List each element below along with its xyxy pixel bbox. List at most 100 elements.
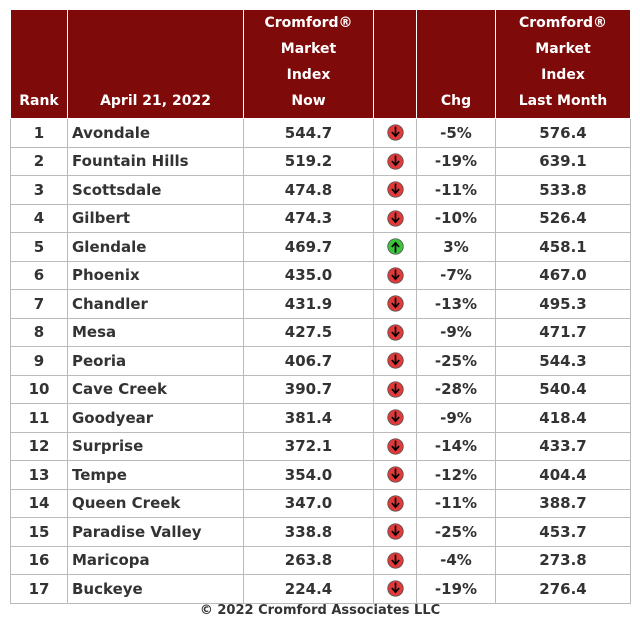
trend-icon: [386, 210, 404, 227]
index-last-month-cell: 639.1: [495, 146, 631, 176]
icon-cell: [373, 118, 417, 148]
trend-icon: [386, 409, 404, 426]
trend-icon: [386, 381, 404, 398]
header-line: Last Month: [518, 93, 608, 109]
change-cell: -9%: [416, 317, 496, 347]
change-cell: -11%: [416, 488, 496, 518]
icon-cell: [373, 517, 417, 547]
index-last-month-cell: 418.4: [495, 403, 631, 433]
index-now-cell: 224.4: [243, 574, 374, 604]
table-row: 13 Tempe 354.0 -12% 404.4: [10, 460, 631, 490]
trend-icon: [386, 324, 404, 341]
table-row: 10 Cave Creek 390.7 -28% 540.4: [10, 374, 631, 404]
change-cell: -7%: [416, 260, 496, 290]
index-last-month-cell: 576.4: [495, 118, 631, 148]
index-last-month-cell: 471.7: [495, 317, 631, 347]
table-row: 17 Buckeye 224.4 -19% 276.4: [10, 574, 631, 604]
icon-cell: [373, 431, 417, 461]
index-now-cell: 263.8: [243, 545, 374, 575]
rank-cell: 8: [10, 317, 68, 347]
icon-cell: [373, 574, 417, 604]
trend-icon: [386, 181, 404, 198]
icon-cell: [373, 146, 417, 176]
index-now-cell: 406.7: [243, 346, 374, 376]
change-cell: 3%: [416, 232, 496, 262]
header-line: April 21, 2022: [100, 93, 211, 109]
trend-icon: [386, 438, 404, 455]
table-row: 3 Scottsdale 474.8 -11% 533.8: [10, 175, 631, 205]
table-row: 16 Maricopa 263.8 -4% 273.8: [10, 545, 631, 575]
city-cell: Goodyear: [67, 403, 244, 433]
rank-cell: 11: [10, 403, 68, 433]
header-row: Rank April 21, 2022 Cromford® Market Index No…: [10, 10, 631, 119]
index-last-month-cell: 453.7: [495, 517, 631, 547]
trend-icon: [386, 466, 404, 483]
index-now-cell: 474.8: [243, 175, 374, 205]
city-cell: Fountain Hills: [67, 146, 244, 176]
index-now-cell: 431.9: [243, 289, 374, 319]
table-row: 8 Mesa 427.5 -9% 471.7: [10, 317, 631, 347]
rank-cell: 1: [10, 118, 68, 148]
header-cell: Cromford® Market Index Last Month: [495, 10, 631, 119]
table-row: 9 Peoria 406.7 -25% 544.3: [10, 346, 631, 376]
header-line: Cromford®: [264, 15, 353, 31]
rank-cell: 3: [10, 175, 68, 205]
index-now-cell: 354.0: [243, 460, 374, 490]
trend-icon: [386, 267, 404, 284]
icon-cell: [373, 488, 417, 518]
trend-icon: [386, 523, 404, 540]
index-now-cell: 381.4: [243, 403, 374, 433]
table-body: 1 Avondale 544.7 -5% 576.4 2 Fountain Hills 519…: [10, 118, 631, 604]
header-cell: Chg: [416, 10, 496, 119]
change-cell: -11%: [416, 175, 496, 205]
index-last-month-cell: 495.3: [495, 289, 631, 319]
header-cell: April 21, 2022: [67, 10, 244, 119]
rank-cell: 5: [10, 232, 68, 262]
index-now-cell: 347.0: [243, 488, 374, 518]
trend-icon: [386, 295, 404, 312]
rank-cell: 9: [10, 346, 68, 376]
city-cell: Scottsdale: [67, 175, 244, 205]
table-row: 4 Gilbert 474.3 -10% 526.4: [10, 203, 631, 233]
city-cell: Cave Creek: [67, 374, 244, 404]
index-last-month-cell: 404.4: [495, 460, 631, 490]
index-last-month-cell: 458.1: [495, 232, 631, 262]
footer: © 2022 Cromford Associates LLC: [199, 603, 441, 618]
icon-cell: [373, 289, 417, 319]
trend-icon: [386, 238, 404, 255]
icon-cell: [373, 175, 417, 205]
change-cell: -9%: [416, 403, 496, 433]
table-row: 12 Surprise 372.1 -14% 433.7: [10, 431, 631, 461]
header-line: Market: [535, 41, 591, 57]
trend-icon: [386, 352, 404, 369]
city-cell: Peoria: [67, 346, 244, 376]
rank-cell: 17: [10, 574, 68, 604]
index-now-cell: 469.7: [243, 232, 374, 262]
icon-cell: [373, 374, 417, 404]
index-now-cell: 338.8: [243, 517, 374, 547]
index-now-cell: 435.0: [243, 260, 374, 290]
index-last-month-cell: 533.8: [495, 175, 631, 205]
header-line: Now: [291, 93, 326, 109]
rank-cell: 13: [10, 460, 68, 490]
index-now-cell: 544.7: [243, 118, 374, 148]
table-row: 15 Paradise Valley 338.8 -25% 453.7: [10, 517, 631, 547]
city-cell: Queen Creek: [67, 488, 244, 518]
rank-cell: 7: [10, 289, 68, 319]
change-cell: -14%: [416, 431, 496, 461]
change-cell: -25%: [416, 346, 496, 376]
icon-cell: [373, 203, 417, 233]
city-cell: Tempe: [67, 460, 244, 490]
table-row: 6 Phoenix 435.0 -7% 467.0: [10, 260, 631, 290]
table-row: 14 Queen Creek 347.0 -11% 388.7: [10, 488, 631, 518]
market-table: Rank April 21, 2022 Cromford® Market Index No…: [10, 10, 631, 604]
index-last-month-cell: 467.0: [495, 260, 631, 290]
index-last-month-cell: 273.8: [495, 545, 631, 575]
header-line: Chg: [440, 93, 472, 109]
header-line: Index: [286, 67, 331, 83]
icon-cell: [373, 317, 417, 347]
rank-cell: 10: [10, 374, 68, 404]
trend-icon: [386, 153, 404, 170]
rank-cell: 16: [10, 545, 68, 575]
city-cell: Phoenix: [67, 260, 244, 290]
